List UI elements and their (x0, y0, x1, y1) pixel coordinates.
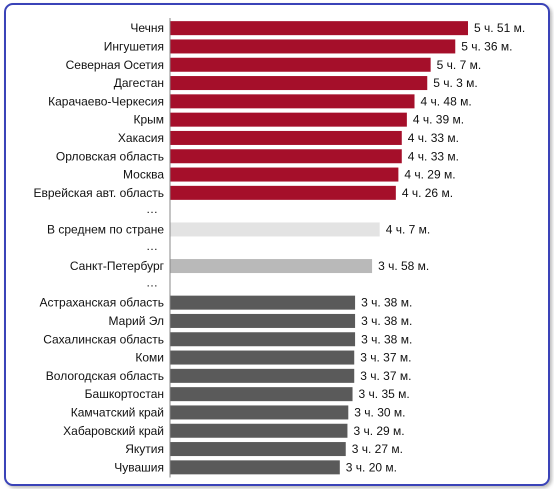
category-label: Марий Эл (109, 314, 164, 328)
ellipsis-label: … (146, 275, 158, 289)
bar (170, 259, 373, 274)
bar (170, 76, 428, 91)
category-label: Орловская область (56, 149, 164, 163)
category-label: Дагестан (114, 76, 164, 90)
value-label: 4 ч. 39 м. (413, 113, 464, 127)
value-label: 4 ч. 48 м. (421, 94, 472, 108)
category-label: Карачаево-Черкесия (48, 94, 164, 108)
bar (170, 442, 346, 457)
category-label: Сахалинская область (43, 332, 164, 346)
value-label: 3 ч. 27 м. (352, 442, 403, 456)
bar (170, 368, 355, 383)
category-label: Чувашия (114, 460, 164, 474)
bar (170, 387, 353, 402)
bar (170, 185, 396, 200)
bar (170, 112, 407, 127)
category-label: Москва (123, 168, 164, 182)
bar (170, 39, 456, 54)
category-label: Хакасия (118, 131, 164, 145)
category-label: Вологодская область (46, 369, 164, 383)
category-label: Санкт-Петербург (70, 259, 165, 273)
value-label: 3 ч. 35 м. (359, 387, 410, 401)
category-label: Крым (133, 113, 164, 127)
bar (170, 313, 356, 328)
value-label: 4 ч. 7 м. (386, 222, 431, 236)
category-label: Астраханская область (40, 296, 164, 310)
category-label: Еврейская авт. область (34, 186, 165, 200)
bar (170, 167, 399, 182)
bar (170, 295, 356, 310)
category-label: Коми (135, 351, 164, 365)
bar (170, 149, 402, 164)
value-label: 3 ч. 38 м. (361, 332, 412, 346)
bar (170, 21, 468, 36)
value-label: 5 ч. 3 м. (433, 76, 478, 90)
category-label: Якутия (125, 442, 164, 456)
value-label: 5 ч. 7 м. (437, 58, 482, 72)
category-label: Чечня (130, 21, 164, 35)
value-label: 4 ч. 33 м. (408, 149, 459, 163)
value-label: 4 ч. 26 м. (402, 186, 453, 200)
category-label: Хабаровский край (63, 424, 164, 438)
value-label: 3 ч. 20 м. (346, 460, 397, 474)
ellipsis-label: … (146, 239, 158, 253)
bar (170, 350, 355, 365)
bar (170, 423, 348, 438)
bar (170, 460, 340, 475)
value-label: 3 ч. 38 м. (361, 314, 412, 328)
bar (170, 130, 402, 145)
value-label: 3 ч. 37 м. (360, 369, 411, 383)
value-label: 3 ч. 58 м. (378, 259, 429, 273)
bar (170, 405, 349, 420)
value-label: 5 ч. 36 м. (461, 39, 512, 53)
value-label: 4 ч. 33 м. (408, 131, 459, 145)
bar (170, 332, 356, 347)
value-label: 3 ч. 37 м. (360, 351, 411, 365)
bar (170, 94, 415, 109)
category-label: В среднем по стране (47, 222, 164, 236)
value-label: 3 ч. 29 м. (353, 424, 404, 438)
value-label: 3 ч. 38 м. (361, 296, 412, 310)
value-label: 5 ч. 51 м. (474, 21, 525, 35)
value-label: 4 ч. 29 м. (404, 168, 455, 182)
category-label: Северная Осетия (66, 58, 164, 72)
category-label: Ингушетия (104, 39, 164, 53)
category-label: Башкортостан (85, 387, 164, 401)
ellipsis-label: … (146, 202, 158, 216)
bar (170, 57, 431, 72)
category-label: Камчатский край (71, 405, 164, 419)
bar (170, 222, 380, 237)
value-label: 3 ч. 30 м. (354, 405, 405, 419)
